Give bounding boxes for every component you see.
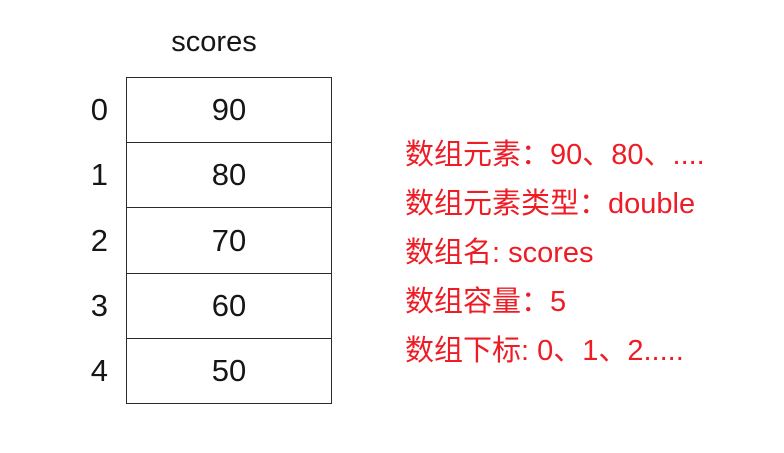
annotations: 数组元素：90、80、.... 数组元素类型：double 数组名: score… <box>405 127 705 372</box>
array-cell: 60 <box>127 274 331 339</box>
index-label: 1 <box>90 157 108 193</box>
array-cell: 50 <box>211 352 247 388</box>
index-label: 0 <box>90 91 108 127</box>
annotation-element-type: 数组元素类型：double <box>405 187 696 220</box>
index-label: 3 <box>90 287 108 323</box>
array-cell: 80 <box>127 143 331 209</box>
index-label: 2 <box>90 222 108 258</box>
index-column: 0 1 2 3 4 <box>58 77 108 404</box>
annotation-array-name: 数组名: scores <box>405 236 594 269</box>
array-title: scores <box>171 26 257 58</box>
array-box: 90 80 70 60 50 <box>126 77 332 404</box>
array-cell: 90 <box>127 78 331 144</box>
annotation-array-capacity: 数组容量：5 <box>405 285 567 318</box>
array-cell: 70 <box>127 208 331 274</box>
annotation-array-elements: 数组元素：90、80、.... <box>405 138 705 171</box>
index-label: 4 <box>90 353 108 389</box>
annotation-array-index: 数组下标: 0、1、2..... <box>405 334 684 367</box>
